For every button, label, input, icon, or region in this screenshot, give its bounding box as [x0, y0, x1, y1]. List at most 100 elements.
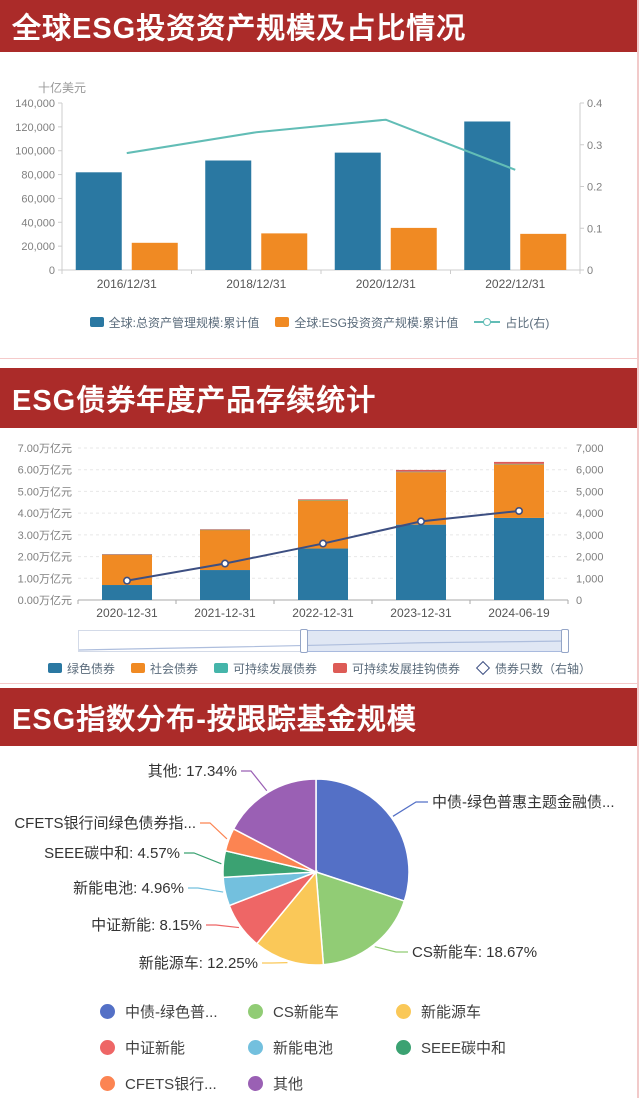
tick-label: 7,000: [576, 443, 604, 455]
tick-label: 5.00万亿元: [18, 485, 72, 498]
bond-count-marker: [318, 539, 327, 548]
tick-label: 140,000: [15, 98, 55, 110]
legend-item[interactable]: 全球:ESG投资资产规模:累计值: [275, 314, 458, 331]
x-axis-label: 2023-12-31: [390, 606, 452, 620]
stacked-bar-segment: [298, 548, 348, 600]
stacked-bar-segment: [102, 585, 152, 600]
x-axis-label: 2018/12/31: [226, 277, 286, 291]
stacked-bar-segment: [200, 529, 250, 531]
stacked-bar-segment: [494, 463, 544, 465]
tick-label: 1.00万亿元: [18, 572, 72, 585]
tick-label: 7.00万亿元: [18, 442, 72, 455]
section3-header: ESG指数分布-按跟踪基金规模: [0, 688, 637, 746]
esg-bond-stacked-chart: 0.00万亿元 1.00万亿元 2.00万亿元 3.00万亿元 4.00万亿元 5.00万…: [18, 442, 604, 620]
bar-esg-assets: [390, 227, 437, 270]
datazoom-handle-right[interactable]: [561, 629, 569, 653]
stacked-bar-segment: [298, 499, 348, 500]
bar-esg-assets: [131, 242, 178, 270]
tick-label: 0.1: [587, 223, 602, 235]
pie-callout-label: CFETS银行间绿色债券指...: [14, 815, 196, 832]
bar-total-assets: [75, 172, 122, 270]
pie-slice: [315, 870, 406, 966]
tick-label: 3,000: [576, 530, 604, 542]
bar-total-assets: [334, 152, 381, 270]
legend-swatch-icon: [248, 1004, 263, 1019]
datazoom-slider[interactable]: [78, 629, 569, 653]
pie-label-line: [184, 852, 222, 865]
tick-label: 2.00万亿元: [18, 551, 72, 564]
tick-label: 60,000: [21, 193, 55, 205]
x-axis-label: 2021-12-31: [194, 606, 256, 620]
section2-header: ESG债券年度产品存续统计: [0, 368, 637, 428]
legend-item[interactable]: 可持续发展债券: [213, 660, 317, 677]
legend-swatch-icon: [333, 663, 347, 673]
legend-swatch-icon: [213, 663, 228, 673]
stacked-bar-segment: [396, 472, 446, 525]
legend-swatch-icon: [396, 1004, 411, 1019]
legend-item[interactable]: 债券只数（右轴）: [475, 660, 591, 677]
pie-slice: [315, 778, 410, 903]
x-axis-label: 2022/12/31: [485, 277, 545, 291]
datazoom-handle-left[interactable]: [300, 629, 309, 653]
legend-item[interactable]: 绿色债券: [47, 660, 115, 677]
legend-label: CS新能车: [273, 1004, 339, 1021]
bar-esg-assets: [520, 233, 567, 270]
legend-label: 新能电池: [273, 1040, 334, 1057]
legend-swatch-icon: [130, 663, 145, 673]
datazoom-selection[interactable]: [304, 630, 569, 652]
pie-label-line: [392, 801, 428, 817]
tick-label: 0.00万亿元: [18, 594, 72, 607]
section1-title: 全球ESG投资资产规模及占比情况: [12, 13, 467, 45]
esg-index-pie-chart: 中债-绿色普惠主题金融债... CS新能车: 18.67% 新能源车: 12.25%…: [14, 763, 614, 972]
legend-label: 绿色债券: [66, 661, 115, 676]
legend-item[interactable]: 社会债券: [130, 660, 198, 677]
pie-label-line: [200, 822, 228, 840]
x-axis-label: 2020/12/31: [356, 277, 416, 291]
tick-label: 0: [587, 265, 593, 277]
stacked-bar-segment: [494, 517, 544, 600]
section-divider: [0, 358, 637, 359]
tick-label: 0: [49, 265, 55, 277]
tick-label: 6.00万亿元: [18, 464, 72, 477]
tick-label: 2,000: [576, 552, 604, 564]
stacked-bar-segment: [494, 461, 544, 464]
stacked-bar-segment: [102, 554, 152, 555]
pie-legend-item[interactable]: SEEE碳中和: [396, 1037, 544, 1058]
stacked-bar-segment: [298, 499, 348, 501]
legend-label: 中证新能: [125, 1040, 186, 1057]
pie-slice: [232, 778, 317, 874]
legend-swatch-icon: [100, 1040, 115, 1055]
pie-legend-item[interactable]: 新能源车: [396, 1001, 544, 1022]
section3-title: ESG指数分布-按跟踪基金规模: [12, 704, 417, 736]
pie-legend-item[interactable]: 中证新能: [100, 1037, 248, 1058]
line-circle-icon: [474, 317, 501, 327]
pie-label-line: [188, 887, 224, 893]
pie-legend-item[interactable]: CS新能车: [248, 1001, 396, 1022]
legend-swatch-icon: [396, 1040, 411, 1055]
pie-legend-item[interactable]: CFETS银行...: [100, 1073, 248, 1094]
pie-legend-item[interactable]: 其他: [248, 1073, 396, 1094]
tick-label: 0.2: [587, 182, 602, 194]
chart1-legend: 全球:总资产管理规模:累计值 全球:ESG投资资产规模:累计值 占比(右): [0, 312, 637, 332]
diamond-marker-icon: [475, 660, 491, 676]
tick-label: 1,000: [576, 573, 604, 585]
legend-label: 占比(右): [505, 315, 550, 330]
x-axis-label: 2024-06-19: [488, 606, 550, 620]
tick-label: 3.00万亿元: [18, 529, 72, 542]
pie-legend-item[interactable]: 中债-绿色普...: [100, 1001, 248, 1022]
tick-label: 4.00万亿元: [18, 507, 72, 520]
legend-item[interactable]: 占比(右): [474, 314, 549, 331]
x-axis-label: 2020-12-31: [96, 606, 158, 620]
bond-count-marker: [123, 576, 132, 585]
legend-item[interactable]: 可持续发展挂钩债券: [333, 660, 460, 677]
legend-swatch-icon: [100, 1076, 115, 1091]
pie-label-line: [374, 946, 408, 953]
bar-esg-assets: [261, 233, 308, 270]
section-divider: [0, 683, 637, 684]
legend-item[interactable]: 全球:总资产管理规模:累计值: [89, 314, 259, 331]
bar-total-assets: [205, 160, 252, 270]
x-axis-label: 2016/12/31: [97, 277, 157, 291]
pie-callout-label: CS新能车: 18.67%: [412, 944, 537, 961]
pie-legend-item[interactable]: 新能电池: [248, 1037, 396, 1058]
